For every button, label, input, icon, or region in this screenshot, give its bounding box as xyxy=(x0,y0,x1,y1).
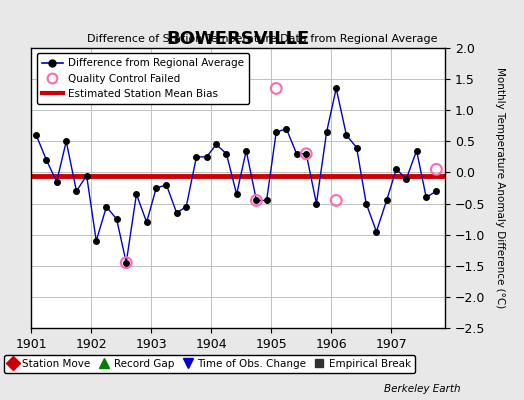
Text: Difference of Station Temperature Data from Regional Average: Difference of Station Temperature Data f… xyxy=(87,34,437,44)
Point xyxy=(272,85,280,92)
Y-axis label: Monthly Temperature Anomaly Difference (°C): Monthly Temperature Anomaly Difference (… xyxy=(495,67,505,309)
Point xyxy=(252,197,260,204)
Point xyxy=(302,150,310,157)
Text: Berkeley Earth: Berkeley Earth xyxy=(385,384,461,394)
Title: BOWERSVILLE: BOWERSVILLE xyxy=(167,30,310,48)
Legend: Station Move, Record Gap, Time of Obs. Change, Empirical Break: Station Move, Record Gap, Time of Obs. C… xyxy=(4,355,415,373)
Point xyxy=(432,166,441,172)
Point xyxy=(122,260,130,266)
Point xyxy=(332,197,341,204)
